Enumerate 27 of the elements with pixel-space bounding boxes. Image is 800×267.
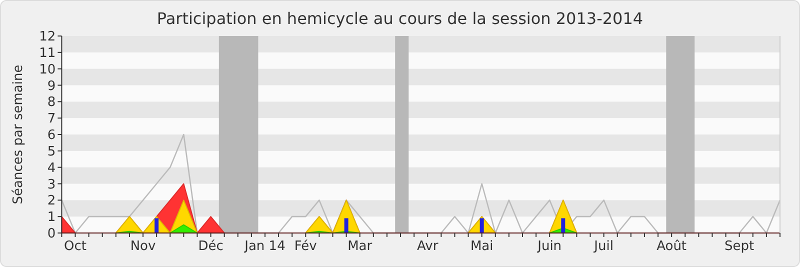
x-tick-label: Jan 14 xyxy=(244,239,286,254)
y-tick-label: 1 xyxy=(47,210,56,226)
x-tick-label: Juin xyxy=(536,239,562,254)
x-tick-label: Avr xyxy=(417,239,439,254)
y-tick-label: 0 xyxy=(47,226,56,242)
y-tick-label: 12 xyxy=(39,30,56,45)
y-tick-label: 2 xyxy=(47,194,56,209)
y-tick-label: 4 xyxy=(47,160,56,176)
x-tick-label: Sept xyxy=(724,239,754,254)
x-tick-label: Fév xyxy=(294,239,318,254)
y-tick-label: 7 xyxy=(47,112,56,127)
x-tick-label: Déc xyxy=(198,239,224,254)
y-tick-label: 10 xyxy=(39,62,56,78)
x-tick-label: Oct xyxy=(64,239,86,254)
chart-title: Participation en hemicycle au cours de la session 2013-2014 xyxy=(156,9,644,28)
y-tick-label: 8 xyxy=(47,95,56,110)
x-tick-label: Août xyxy=(656,239,687,254)
y-tick-label: 6 xyxy=(47,128,56,144)
y-tick-label: 11 xyxy=(39,46,56,61)
x-tick-label: Juil xyxy=(593,239,614,254)
x-tick-label: Nov xyxy=(130,239,156,254)
y-axis-title: Séances par semaine xyxy=(11,64,26,204)
y-tick-label: 9 xyxy=(47,78,56,94)
y-tick-label: 3 xyxy=(47,177,56,192)
x-tick-label: Mai xyxy=(470,239,494,254)
x-tick-label: Mar xyxy=(348,239,373,254)
y-tick-label: 5 xyxy=(47,144,56,160)
